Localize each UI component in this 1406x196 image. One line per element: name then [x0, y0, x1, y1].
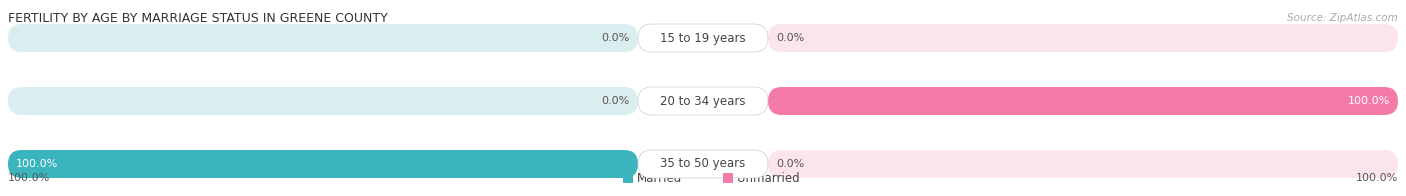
Text: 100.0%: 100.0%: [1348, 96, 1391, 106]
Text: FERTILITY BY AGE BY MARRIAGE STATUS IN GREENE COUNTY: FERTILITY BY AGE BY MARRIAGE STATUS IN G…: [8, 12, 388, 24]
Bar: [623, 173, 633, 183]
FancyBboxPatch shape: [768, 87, 1398, 115]
Text: 15 to 19 years: 15 to 19 years: [661, 32, 745, 44]
Bar: [723, 173, 733, 183]
FancyBboxPatch shape: [768, 87, 1398, 115]
FancyBboxPatch shape: [638, 87, 768, 115]
Text: 0.0%: 0.0%: [776, 159, 804, 169]
FancyBboxPatch shape: [768, 150, 1398, 178]
Text: Unmarried: Unmarried: [737, 172, 800, 184]
Text: 100.0%: 100.0%: [8, 173, 51, 183]
Text: Source: ZipAtlas.com: Source: ZipAtlas.com: [1288, 13, 1398, 23]
Text: 0.0%: 0.0%: [602, 96, 630, 106]
FancyBboxPatch shape: [8, 150, 638, 178]
Text: 0.0%: 0.0%: [776, 33, 804, 43]
FancyBboxPatch shape: [638, 150, 768, 178]
Text: 35 to 50 years: 35 to 50 years: [661, 158, 745, 171]
FancyBboxPatch shape: [8, 150, 638, 178]
Text: 100.0%: 100.0%: [15, 159, 58, 169]
FancyBboxPatch shape: [8, 87, 638, 115]
Text: 20 to 34 years: 20 to 34 years: [661, 94, 745, 107]
FancyBboxPatch shape: [8, 24, 638, 52]
Text: Married: Married: [637, 172, 682, 184]
Text: 0.0%: 0.0%: [602, 33, 630, 43]
Text: 100.0%: 100.0%: [1355, 173, 1398, 183]
FancyBboxPatch shape: [768, 24, 1398, 52]
FancyBboxPatch shape: [638, 24, 768, 52]
